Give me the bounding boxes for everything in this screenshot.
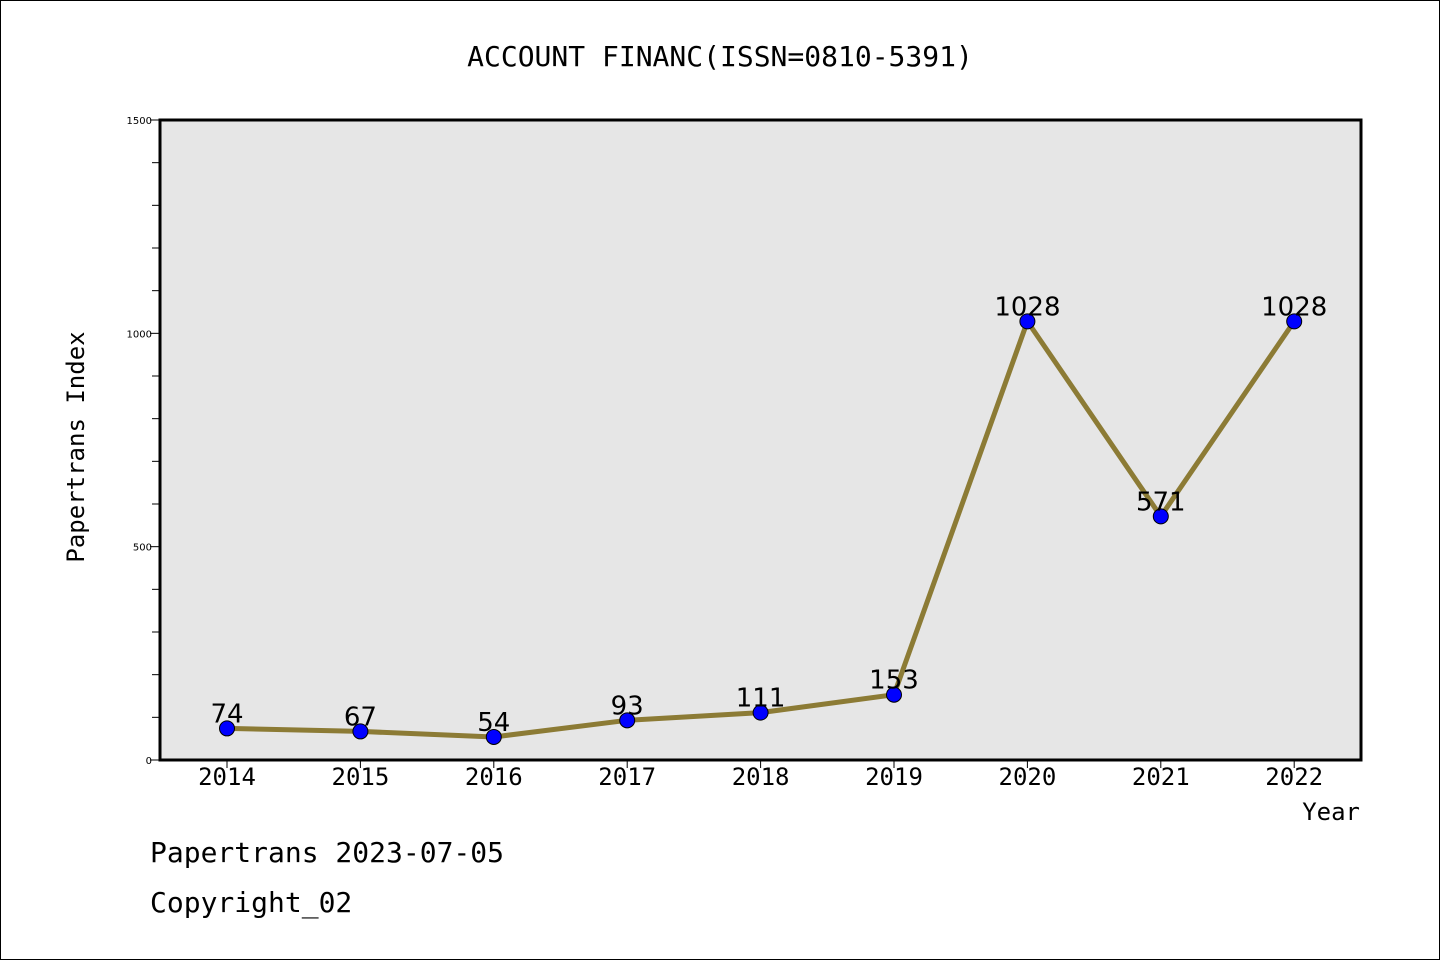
data-label: 571 [1136, 487, 1186, 517]
data-label: 111 [736, 684, 786, 714]
data-point [886, 686, 902, 703]
chart-title: ACCOUNT FINANC(ISSN=0810-5391) [467, 40, 973, 73]
y-tick-label: 0 [146, 756, 152, 767]
y-tick-label: 1500 [127, 116, 152, 127]
x-tick-label: 2014 [198, 763, 256, 791]
x-axis-title: Year [1302, 798, 1360, 826]
footer-copyright: Copyright_02 [150, 886, 353, 919]
data-labels: 74 67 54 93 111 153 1028 571 1028 [210, 292, 1327, 738]
x-tick-label: 2018 [732, 763, 790, 791]
data-point [485, 728, 502, 745]
x-tick-label: 2022 [1265, 763, 1323, 791]
data-markers [219, 313, 1303, 745]
data-label: 1028 [1261, 292, 1327, 322]
x-tick-label: 2019 [865, 763, 923, 791]
data-point [619, 712, 636, 729]
x-tick-label: 2016 [465, 763, 523, 791]
data-label: 74 [210, 699, 243, 729]
y-axis-title: Papertrans Index [62, 331, 90, 562]
data-point [219, 720, 235, 737]
y-tick-label: 1000 [127, 329, 152, 340]
data-point [1019, 313, 1036, 330]
data-label: 67 [344, 702, 377, 732]
x-axis-ticks: 2014 2015 2016 2017 2018 2019 2020 2021 2022 [198, 760, 1323, 791]
y-tick-label: 500 [133, 543, 152, 554]
data-label: 54 [477, 708, 510, 738]
x-tick-label: 2020 [999, 763, 1057, 791]
plot-area [160, 120, 1361, 760]
data-label: 153 [869, 666, 919, 696]
plot-border [158, 118, 1363, 762]
data-point [1286, 313, 1303, 330]
data-point [1152, 508, 1169, 525]
data-point [752, 704, 769, 721]
data-point [352, 723, 369, 740]
data-label: 93 [611, 691, 644, 721]
x-tick-label: 2015 [332, 763, 390, 791]
x-tick-label: 2021 [1132, 763, 1190, 791]
x-tick-label: 2017 [598, 763, 656, 791]
data-label: 1028 [994, 292, 1060, 322]
footer-date: Papertrans 2023-07-05 [150, 836, 505, 869]
y-axis-ticks: 0 500 1000 1500 [127, 116, 160, 767]
